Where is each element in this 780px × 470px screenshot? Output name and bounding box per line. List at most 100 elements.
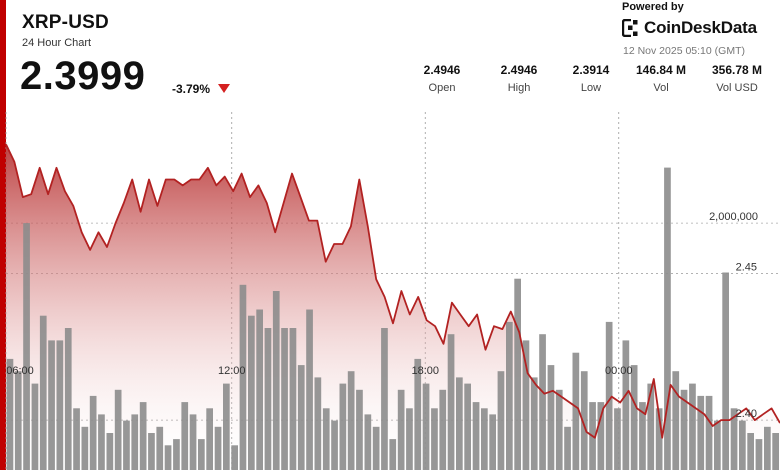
volume-bar — [256, 309, 263, 470]
volume-bar — [264, 328, 272, 470]
volume-bar — [472, 402, 480, 470]
volume-bar — [614, 408, 621, 470]
volume-bar — [689, 383, 696, 470]
volume-bar — [680, 389, 688, 470]
volume-bar — [81, 426, 89, 470]
volume-bar — [406, 408, 413, 470]
volume-bar — [422, 383, 430, 470]
volume-bar — [339, 383, 347, 470]
time-tick-label: 06:00 — [6, 365, 34, 377]
volume-bar — [456, 377, 463, 470]
volume-bar — [297, 365, 305, 470]
volume-bar — [431, 408, 438, 470]
stat-low-value: 2.3914 — [572, 63, 610, 77]
price-change-percent: -3.79% — [172, 82, 211, 96]
powered-by-label: Powered by — [622, 1, 684, 13]
volume-bar — [131, 414, 139, 470]
volume-bar — [198, 439, 205, 470]
volume-bar — [306, 309, 313, 470]
stat-high: 2.4946 High — [479, 63, 559, 94]
volume-bar — [514, 278, 521, 470]
volume-bar — [705, 395, 713, 470]
volume-bar — [14, 371, 22, 470]
chart-subtitle: 24 Hour Chart — [22, 37, 92, 49]
volume-bar — [572, 352, 580, 470]
volume-bar — [464, 383, 471, 470]
volume-bar — [214, 426, 222, 470]
volume-bar — [622, 340, 630, 470]
volume-bar — [397, 389, 405, 470]
stat-high-value: 2.4946 — [500, 63, 538, 77]
stat-open: 2.4946 Open — [402, 63, 482, 94]
stat-vol-value: 146.84 M — [635, 63, 687, 77]
volume-tick-label: 2,000,000 — [709, 211, 758, 223]
volume-bar — [156, 426, 164, 470]
volume-bar — [6, 358, 14, 470]
stat-open-label: Open — [428, 82, 456, 94]
volume-bar — [364, 414, 372, 470]
volume-bar — [764, 426, 771, 470]
volume-bar — [447, 334, 455, 470]
volume-bar — [506, 321, 513, 470]
volume-bar — [73, 408, 80, 470]
volume-bars — [6, 167, 779, 470]
volume-bar — [381, 328, 388, 470]
volume-bar — [98, 414, 105, 470]
volume-bar — [48, 340, 55, 470]
volume-bar — [281, 328, 288, 470]
volume-bar — [389, 439, 397, 470]
volume-bar — [522, 340, 530, 470]
axis-labels: 2.45 2.40 2,000,000 06:00 12:00 18:00 00:00 — [6, 211, 758, 420]
volume-bar — [414, 358, 422, 470]
down-arrow-icon — [218, 84, 230, 93]
volume-bar — [206, 408, 213, 470]
stat-vol-usd-label: Vol USD — [716, 82, 758, 94]
volume-bar — [739, 420, 746, 470]
volume-bar — [539, 334, 546, 470]
volume-bar — [31, 383, 39, 470]
volume-bar — [747, 433, 754, 470]
time-tick-label: 18:00 — [411, 365, 439, 377]
coindesk-logo-icon — [622, 19, 638, 37]
volume-bar — [697, 395, 705, 470]
volume-bar — [555, 389, 563, 470]
stat-vol: 146.84 M Vol — [621, 63, 701, 94]
volume-bar — [564, 426, 571, 470]
stat-low-label: Low — [580, 82, 602, 94]
time-tick-label: 00:00 — [605, 365, 633, 377]
volume-bar — [547, 365, 555, 470]
volume-bar — [655, 408, 663, 470]
volume-bar — [439, 389, 447, 470]
price-tick-label: 2.45 — [736, 261, 757, 273]
volume-bar — [597, 402, 605, 470]
volume-bar — [630, 365, 638, 470]
volume-bar — [664, 167, 671, 470]
volume-bar — [730, 408, 738, 470]
volume-bar — [272, 291, 280, 470]
volume-bar — [331, 420, 338, 470]
volume-bar — [39, 315, 47, 470]
volume-bar — [106, 433, 114, 470]
volume-bar — [231, 445, 238, 470]
volume-bar — [23, 223, 30, 470]
stat-vol-usd-value: 356.78 M — [711, 63, 763, 77]
time-tick-label: 12:00 — [218, 365, 246, 377]
volume-bar — [481, 408, 488, 470]
volume-bar — [289, 328, 297, 470]
stat-open-value: 2.4946 — [423, 63, 461, 77]
data-timestamp: 12 Nov 2025 05:10 (GMT) — [623, 45, 745, 57]
volume-bar — [164, 445, 172, 470]
stat-low: 2.3914 Low — [551, 63, 631, 94]
volume-bar — [672, 371, 680, 470]
brand-name: CoinDeskData — [644, 18, 757, 37]
volume-bar — [497, 371, 505, 470]
accent-edge-bar — [0, 0, 6, 470]
volume-bar — [114, 389, 122, 470]
volume-bar — [372, 426, 380, 470]
volume-bar — [639, 402, 646, 470]
volume-bar — [530, 377, 538, 470]
volume-bar — [489, 414, 496, 470]
price-area-fill — [6, 144, 780, 470]
volume-bar — [239, 284, 247, 470]
